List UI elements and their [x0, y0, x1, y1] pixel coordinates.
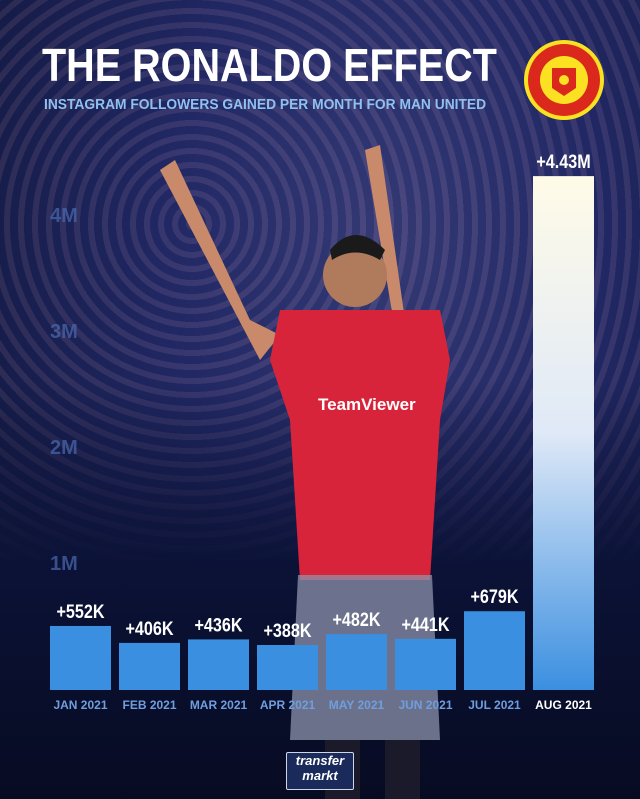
category-label: JUN 2021 [398, 698, 452, 712]
y-tick-label: 1M [50, 553, 78, 575]
logo-line-2: markt [302, 768, 338, 783]
category-label: APR 2021 [260, 698, 316, 712]
man-united-crest-logo [524, 40, 604, 120]
data-label: +4.43M [536, 151, 590, 173]
data-label: +482K [332, 609, 380, 631]
y-tick-label: 3M [50, 321, 78, 343]
bar [119, 642, 180, 690]
category-label: AUG 2021 [535, 698, 592, 712]
logo-line-1: transfer [295, 753, 345, 768]
chart-title: THE RONALDO EFFECT [42, 39, 497, 91]
bar [257, 644, 318, 690]
data-label: +552K [56, 601, 104, 623]
category-label: JUL 2021 [468, 698, 521, 712]
bar [50, 625, 111, 690]
bar [326, 634, 387, 690]
bar [188, 639, 249, 690]
transfermarkt-logo: transfer markt [286, 752, 354, 790]
data-label: +679K [470, 586, 518, 608]
category-label: JAN 2021 [53, 698, 107, 712]
y-tick-label: 2M [50, 437, 78, 459]
data-label: +436K [194, 614, 242, 636]
category-label: MAR 2021 [190, 698, 248, 712]
chart-subtitle: INSTAGRAM FOLLOWERS GAINED PER MONTH FOR… [44, 96, 487, 113]
category-label: MAY 2021 [329, 698, 385, 712]
bar [395, 638, 456, 690]
category-label: FEB 2021 [122, 698, 176, 712]
y-tick-label: 4M [50, 205, 78, 227]
sponsor-text: TeamViewer [318, 395, 416, 414]
bar [464, 611, 525, 690]
data-label: +441K [401, 614, 449, 636]
data-label: +406K [125, 618, 173, 640]
data-label: +388K [263, 620, 311, 642]
bar [533, 176, 594, 690]
